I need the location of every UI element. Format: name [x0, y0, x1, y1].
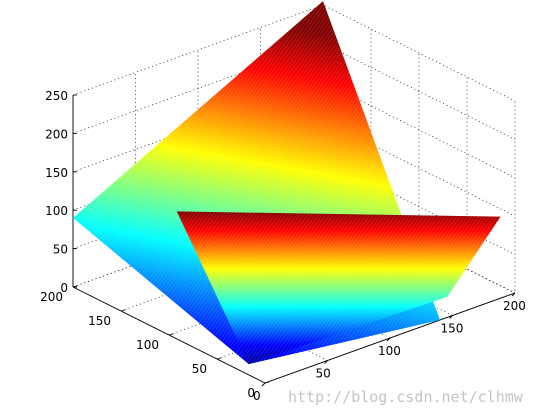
x-tick-mark: [449, 315, 453, 319]
x-tick-mark: [324, 360, 328, 364]
y-tick-label: 150: [88, 314, 111, 328]
grid-line-z: [72, 4, 516, 102]
y-tick-label: 100: [136, 338, 159, 352]
x-tick-label: 100: [378, 344, 401, 358]
z-tick-label: 0: [60, 281, 68, 295]
x-tick-mark: [386, 337, 391, 342]
z-tick-label: 200: [45, 127, 68, 141]
z-tick-label: 250: [45, 89, 68, 103]
axis-lines: [72, 94, 516, 387]
y-tick-label: 50: [192, 362, 207, 376]
x-tick-label: 50: [316, 367, 331, 381]
grid-line-z: [72, 81, 516, 179]
surface-right-mesh: [176, 211, 501, 365]
y-tick-label: 0: [247, 386, 255, 400]
x-tick-label: 200: [503, 299, 526, 313]
x-tick-mark: [511, 292, 516, 297]
y-tick-mark: [120, 309, 126, 312]
x-tick-label: 150: [441, 322, 464, 336]
x-tick-label: 0: [253, 389, 261, 403]
y-tick-mark: [216, 357, 222, 360]
y-tick-label: 200: [40, 290, 63, 304]
watermark-text: http://blog.csdn.net/clhmw: [288, 388, 524, 406]
surfaces: [73, 1, 501, 365]
z-tick-label: 50: [53, 243, 68, 257]
grid-line-z: [72, 43, 516, 140]
z-tick-label: 150: [45, 166, 68, 180]
y-tick-mark: [264, 381, 270, 384]
x-tick-mark: [261, 382, 266, 387]
y-tick-mark: [168, 333, 174, 336]
z-tick-label: 100: [45, 204, 68, 218]
